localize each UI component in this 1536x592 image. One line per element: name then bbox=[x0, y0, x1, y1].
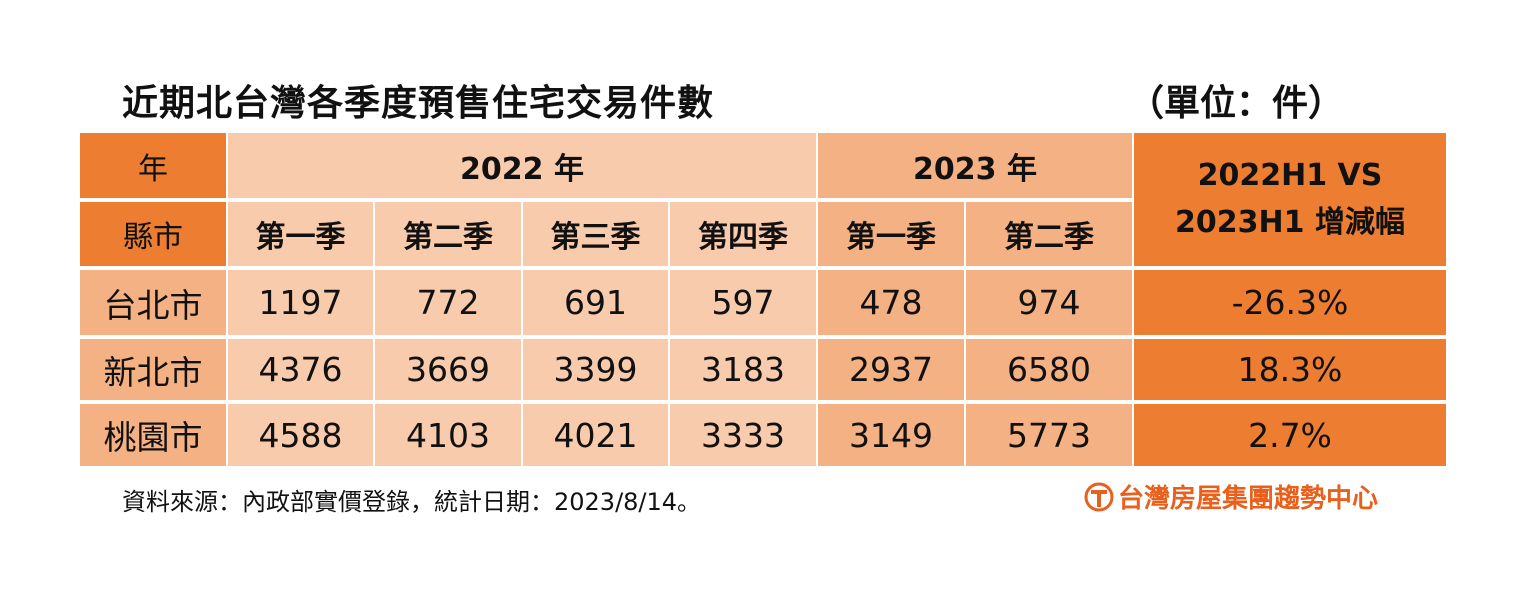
value-cell: 772 bbox=[375, 270, 521, 335]
change-cell: 18.3% bbox=[1134, 339, 1446, 400]
city-label: 縣市 bbox=[80, 202, 226, 266]
value-cell: 6580 bbox=[966, 339, 1132, 400]
value-cell: 5773 bbox=[966, 404, 1132, 466]
value-cell: 478 bbox=[818, 270, 964, 335]
quarter-header: 第一季 bbox=[228, 202, 373, 266]
quarter-header: 第二季 bbox=[375, 202, 521, 266]
source: 資料來源：內政部實價登錄，統計日期：2023/8/14。 bbox=[122, 488, 702, 516]
value-cell: 4588 bbox=[228, 404, 373, 466]
value-cell: 3149 bbox=[818, 404, 964, 466]
change-cell: -26.3% bbox=[1134, 270, 1446, 335]
table: 年 2022 年 2023 年 2022H1 VS 2023H1 增減幅 縣市 … bbox=[80, 133, 1446, 466]
value-cell: 3183 bbox=[670, 339, 816, 400]
value-cell: 3399 bbox=[523, 339, 668, 400]
logo-text: 台灣房屋集團趨勢中心 bbox=[1118, 484, 1379, 514]
city-cell: 桃園市 bbox=[80, 404, 226, 466]
value-cell: 3333 bbox=[670, 404, 816, 466]
year-label: 年 bbox=[80, 133, 226, 198]
quarter-header: 第三季 bbox=[523, 202, 668, 266]
year-header: 2022 年 bbox=[228, 133, 816, 198]
title: 近期北台灣各季度預售住宅交易件數 bbox=[122, 83, 715, 124]
logo: 台灣房屋集團趨勢中心 bbox=[1084, 478, 1378, 515]
value-cell: 691 bbox=[523, 270, 668, 335]
value-cell: 597 bbox=[670, 270, 816, 335]
value-cell: 4103 bbox=[375, 404, 521, 466]
change-cell: 2.7% bbox=[1134, 404, 1446, 466]
quarter-header: 第四季 bbox=[670, 202, 816, 266]
unit: （單位：件） bbox=[1128, 83, 1345, 124]
quarter-header: 第二季 bbox=[966, 202, 1132, 266]
change-label: 2023H1 增減幅 bbox=[1175, 204, 1405, 240]
logo-icon bbox=[1084, 482, 1114, 511]
change-label: 2022H1 VS bbox=[1197, 158, 1383, 193]
value-cell: 3669 bbox=[375, 339, 521, 400]
value-cell: 2937 bbox=[818, 339, 964, 400]
city-cell: 新北市 bbox=[80, 339, 226, 400]
quarter-header: 第一季 bbox=[818, 202, 964, 266]
value-cell: 974 bbox=[966, 270, 1132, 335]
value-cell: 1197 bbox=[228, 270, 373, 335]
value-cell: 4021 bbox=[523, 404, 668, 466]
city-cell: 台北市 bbox=[80, 270, 226, 335]
year-header: 2023 年 bbox=[818, 133, 1132, 198]
value-cell: 4376 bbox=[228, 339, 373, 400]
change-header: 2022H1 VS 2023H1 增減幅 bbox=[1134, 133, 1446, 266]
